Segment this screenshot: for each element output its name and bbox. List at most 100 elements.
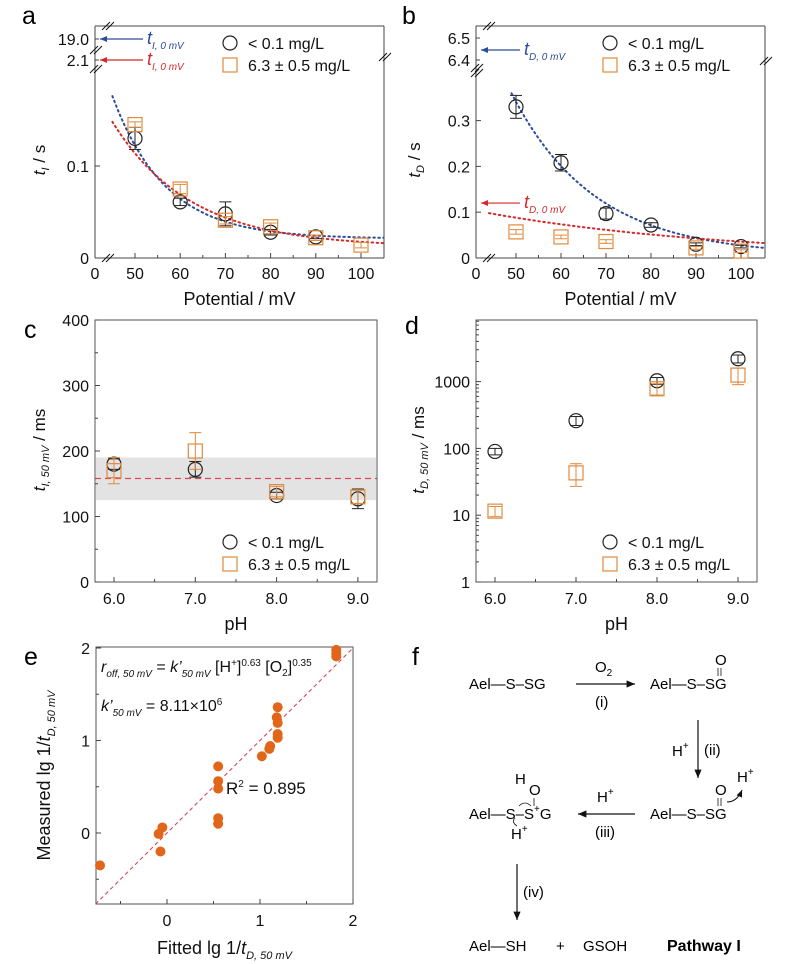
fit-curve-blue	[510, 92, 765, 249]
axis-break	[101, 253, 111, 263]
y-tick-label: 0	[461, 251, 470, 268]
y-tick-label: 0.1	[67, 159, 89, 176]
data-point-circle	[553, 155, 569, 171]
legend-label-square: 6.3 ± 0.5 mg/L	[248, 557, 350, 574]
annotation-var: t	[524, 192, 530, 212]
panel-b-chart: 0 50 60 70 80 90 100 Potential / mV 0 0.1 0.2 0.3 6.…	[405, 21, 773, 309]
equation-part: 0.63	[241, 658, 261, 669]
equation-part: 0.35	[292, 658, 312, 669]
data-point	[213, 776, 224, 787]
data-point	[331, 648, 342, 659]
y-break-tick-label: 6.5	[448, 31, 470, 48]
annotation-sub: I, 0 mV	[152, 41, 185, 52]
data-point	[272, 702, 283, 713]
pathway-label: Pathway I	[667, 938, 741, 955]
equation-part: r	[101, 659, 107, 676]
y-tick-label: 0.2	[448, 159, 470, 176]
y-axis-label: tI / s	[30, 145, 52, 175]
annotation-sub: D, 0 mV	[529, 52, 566, 63]
reaction-scheme: Ael—S–SG O2 (i) Ael—S–SG O H+ (ii) Ael—S…	[469, 652, 754, 955]
data-point	[213, 761, 224, 772]
x-tick-label: 80	[262, 266, 280, 283]
y-tick-label: 400	[62, 313, 89, 330]
x-tick-label: 50	[507, 266, 525, 283]
y-tick-label: 0	[80, 251, 89, 268]
data-point-square	[553, 229, 569, 245]
equation-part: [H	[211, 659, 231, 676]
step3-reagent: H+	[597, 787, 614, 806]
electron-arrow	[726, 789, 743, 803]
axis-break	[89, 45, 99, 55]
axis-break	[105, 253, 115, 263]
y-label-unit: / s	[405, 142, 424, 165]
reactant-ael-s-sg: Ael—S–SG	[469, 676, 546, 693]
electron-arrow	[513, 817, 518, 827]
data-point-square	[353, 237, 369, 253]
x-tick-label: 0	[91, 266, 100, 283]
annotation-var: t	[147, 49, 153, 69]
rate-equation: roff, 50 mV = k’50 mV [H+]0.63 [O2]0.35	[101, 658, 312, 680]
annotation-label-blue: tD, 0 mV	[524, 39, 566, 63]
x-tick-label: 0	[472, 266, 481, 283]
axis-break	[486, 21, 496, 31]
fit-curve-red	[111, 120, 385, 245]
data-point	[157, 822, 168, 833]
x-axis-label: Fitted lg 1/tD, 50 mV	[157, 938, 294, 962]
data-point-square	[127, 116, 143, 133]
y-label-var: t	[405, 172, 424, 178]
y-break-tick-label: 6.4	[448, 53, 470, 70]
y-tick-label: 200	[62, 444, 89, 461]
y-label-unit: / s	[30, 145, 49, 168]
plot-frame	[94, 319, 378, 583]
data-point-circle	[730, 351, 746, 367]
r-squared: R2 = 0.895	[226, 779, 306, 798]
legend-square-marker	[602, 556, 618, 572]
x-tick-label: 7.0	[565, 591, 587, 608]
legend-label-square: 6.3 ± 0.5 mg/L	[628, 58, 730, 75]
y-tick-label: 100	[443, 441, 470, 458]
x-tick-label: 9.0	[347, 591, 369, 608]
x-tick-label: 8.0	[646, 591, 668, 608]
x-tick-label: 9.0	[727, 591, 749, 608]
legend-label-circle: < 0.1 mg/L	[248, 535, 324, 552]
y-axis-label: Measured lg 1/tD, 50 mV	[34, 689, 58, 861]
x-tick-label: 60	[171, 266, 189, 283]
y-tick-label: 1	[461, 575, 470, 592]
rate-constant: k’50 mV = 8.11×106	[101, 697, 223, 719]
data-point-square	[568, 465, 584, 481]
y-label-unit: / ms	[409, 406, 428, 443]
x-tick-label: 7.0	[184, 591, 206, 608]
y-label-text: Measured lg 1/	[34, 741, 54, 860]
data-point	[272, 732, 283, 743]
intermediate-oxygen-2: O	[715, 782, 727, 799]
y-tick-label: 1000	[434, 375, 470, 392]
data-point	[155, 846, 166, 857]
panel-label-c: c	[24, 316, 37, 344]
equation-part: k’	[170, 659, 182, 676]
panel-label-d: d	[405, 312, 419, 340]
legend-square-marker	[222, 556, 238, 572]
axis-break	[763, 56, 773, 66]
step2-reagent: H+	[672, 741, 689, 760]
r2-part: = 0.895	[244, 779, 306, 798]
data-point-square	[688, 240, 704, 256]
data-point-square	[508, 224, 524, 240]
equation-part: ]	[288, 659, 292, 676]
data-point-square	[487, 503, 503, 519]
constant-part: 6	[217, 697, 223, 708]
step1-label: (i)	[595, 694, 608, 711]
sulfonium-intermediate: Ael—S–S+G	[469, 804, 552, 823]
data-point-square	[730, 367, 746, 383]
x-tick-label: 8.0	[265, 591, 287, 608]
x-tick-label: 6.0	[103, 591, 125, 608]
y-break-tick-label: 2.1	[67, 53, 89, 70]
data-point	[256, 751, 267, 762]
axis-break	[470, 63, 480, 73]
constant-part: k’	[101, 698, 113, 715]
constant-part: 50 mV	[113, 708, 143, 719]
x-tick-label: 70	[597, 266, 615, 283]
data-point	[213, 783, 224, 794]
y-tick-label: 2	[81, 641, 90, 658]
